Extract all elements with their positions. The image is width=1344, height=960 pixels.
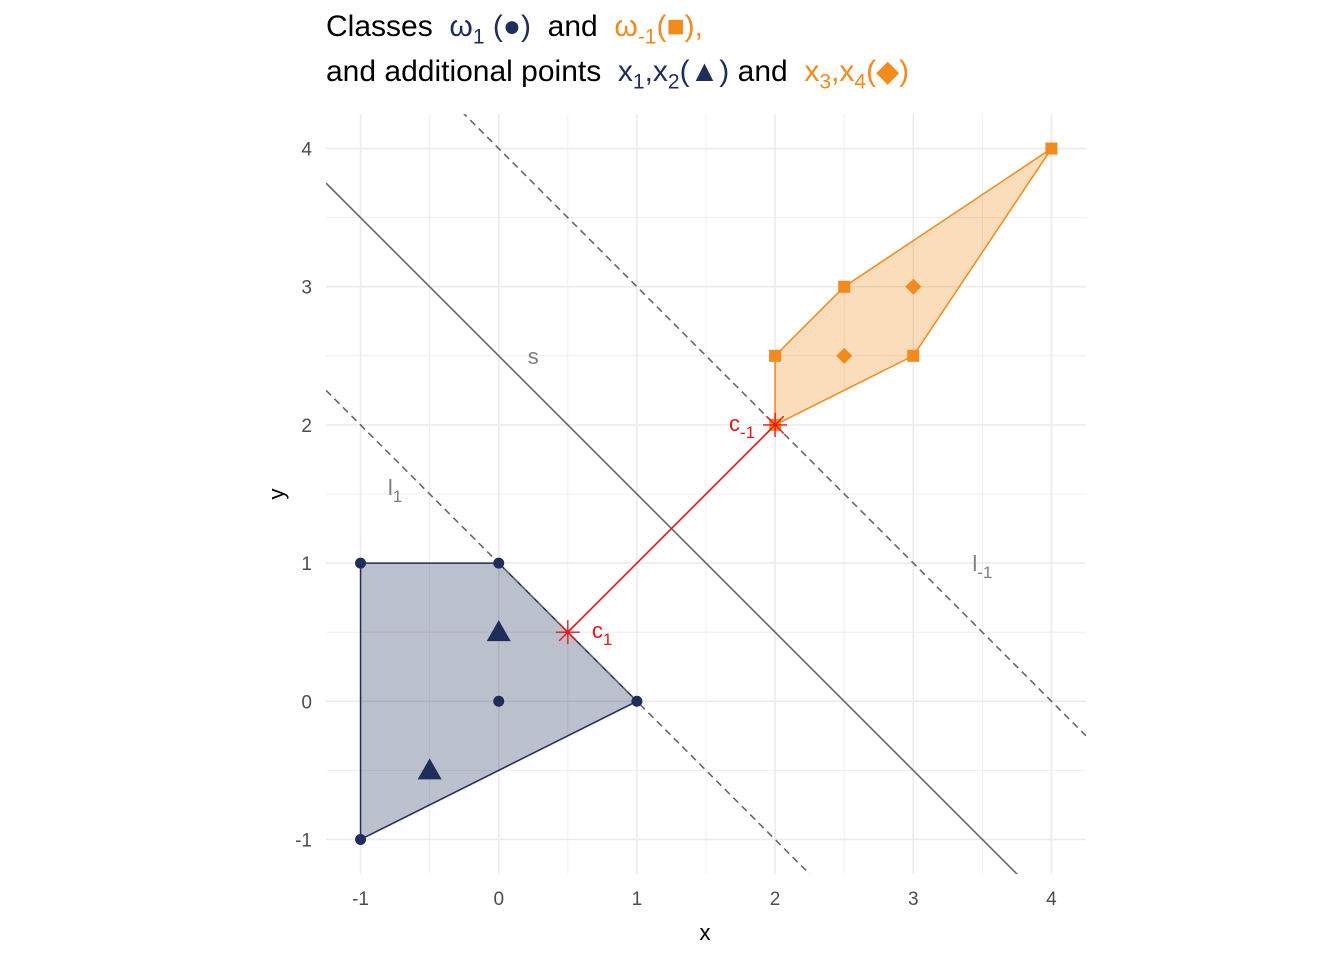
x-tick-label: 1 [632,889,643,910]
centroid-label-c-neg1-sub: -1 [740,423,755,442]
title-additional-points: and additional points [326,55,602,88]
title-x1-x2: x1,x2(▲) [617,55,730,94]
x-tick-label: -1 [352,889,369,910]
class-neg1-point [838,280,851,293]
line-label-s-main: s [528,344,539,369]
line-label-s: s [528,344,539,369]
x-tick-label: 3 [908,889,919,910]
centroid-label-c1: c1 [592,618,612,649]
class-neg1-point [769,349,782,362]
class-1-point [355,557,367,569]
title-and-2: and [737,55,788,88]
x-tick-label: 4 [1046,889,1057,910]
x-tick-label: 0 [493,889,504,910]
line-label-l1-sub: 1 [393,487,402,506]
title-x3-x4: x3,x4(◆) [804,55,910,94]
centroid-label-c-neg1-main: c [729,411,740,436]
x-tick-label: 2 [770,889,781,910]
y-axis-title: y [264,489,289,500]
additional-point-diamond [905,278,922,295]
chart-title-line-2: and additional points x1,x2(▲) and x3,x4… [326,54,910,94]
line-label-l1: l1 [388,475,402,506]
y-tick-label: 4 [301,140,312,161]
y-tick-label: 0 [301,692,312,713]
y-tick-label: 1 [301,554,312,575]
plot-area [326,114,1086,874]
title-classes: Classes [326,10,433,43]
line-label-l-1-sub: -1 [977,563,992,582]
title-and-1: and [547,10,598,43]
class-neg1-point [907,349,920,362]
chart-title-line-1: Classes ω1 (●) and ω-1(■), [326,10,703,49]
additional-point-diamond [836,347,853,364]
y-tick-label: 2 [301,416,312,437]
title-omega-1: ω1 (●) [449,10,531,49]
line-label-l1-main: l [388,475,393,500]
centroid-label-c-neg1: c-1 [729,411,755,442]
title-omega-neg1: ω-1(■), [614,10,703,49]
y-tick-label: -1 [295,830,312,851]
class-1-point [355,833,367,845]
class-neg1-point [1045,142,1058,155]
additional-point-triangle [417,758,442,780]
centroid-star-d2 [765,415,785,435]
line-s [326,182,1019,874]
class-1-point [493,557,505,569]
class-1-point [631,695,643,707]
class-1-point [493,695,505,707]
centroid-star-d2 [558,623,577,642]
x-axis-title: x [700,920,711,945]
additional-point-triangle [486,620,511,642]
centroid-label-c1-sub: 1 [603,630,612,649]
centroid-star [763,412,788,437]
y-tick-label: 3 [301,278,312,299]
line-label-l-1-main: l [972,551,977,576]
centroid-connector [567,424,776,633]
line-label-l-1: l-1 [972,551,992,582]
centroid-label-c1-main: c [592,618,603,643]
centroid-star [555,620,580,645]
